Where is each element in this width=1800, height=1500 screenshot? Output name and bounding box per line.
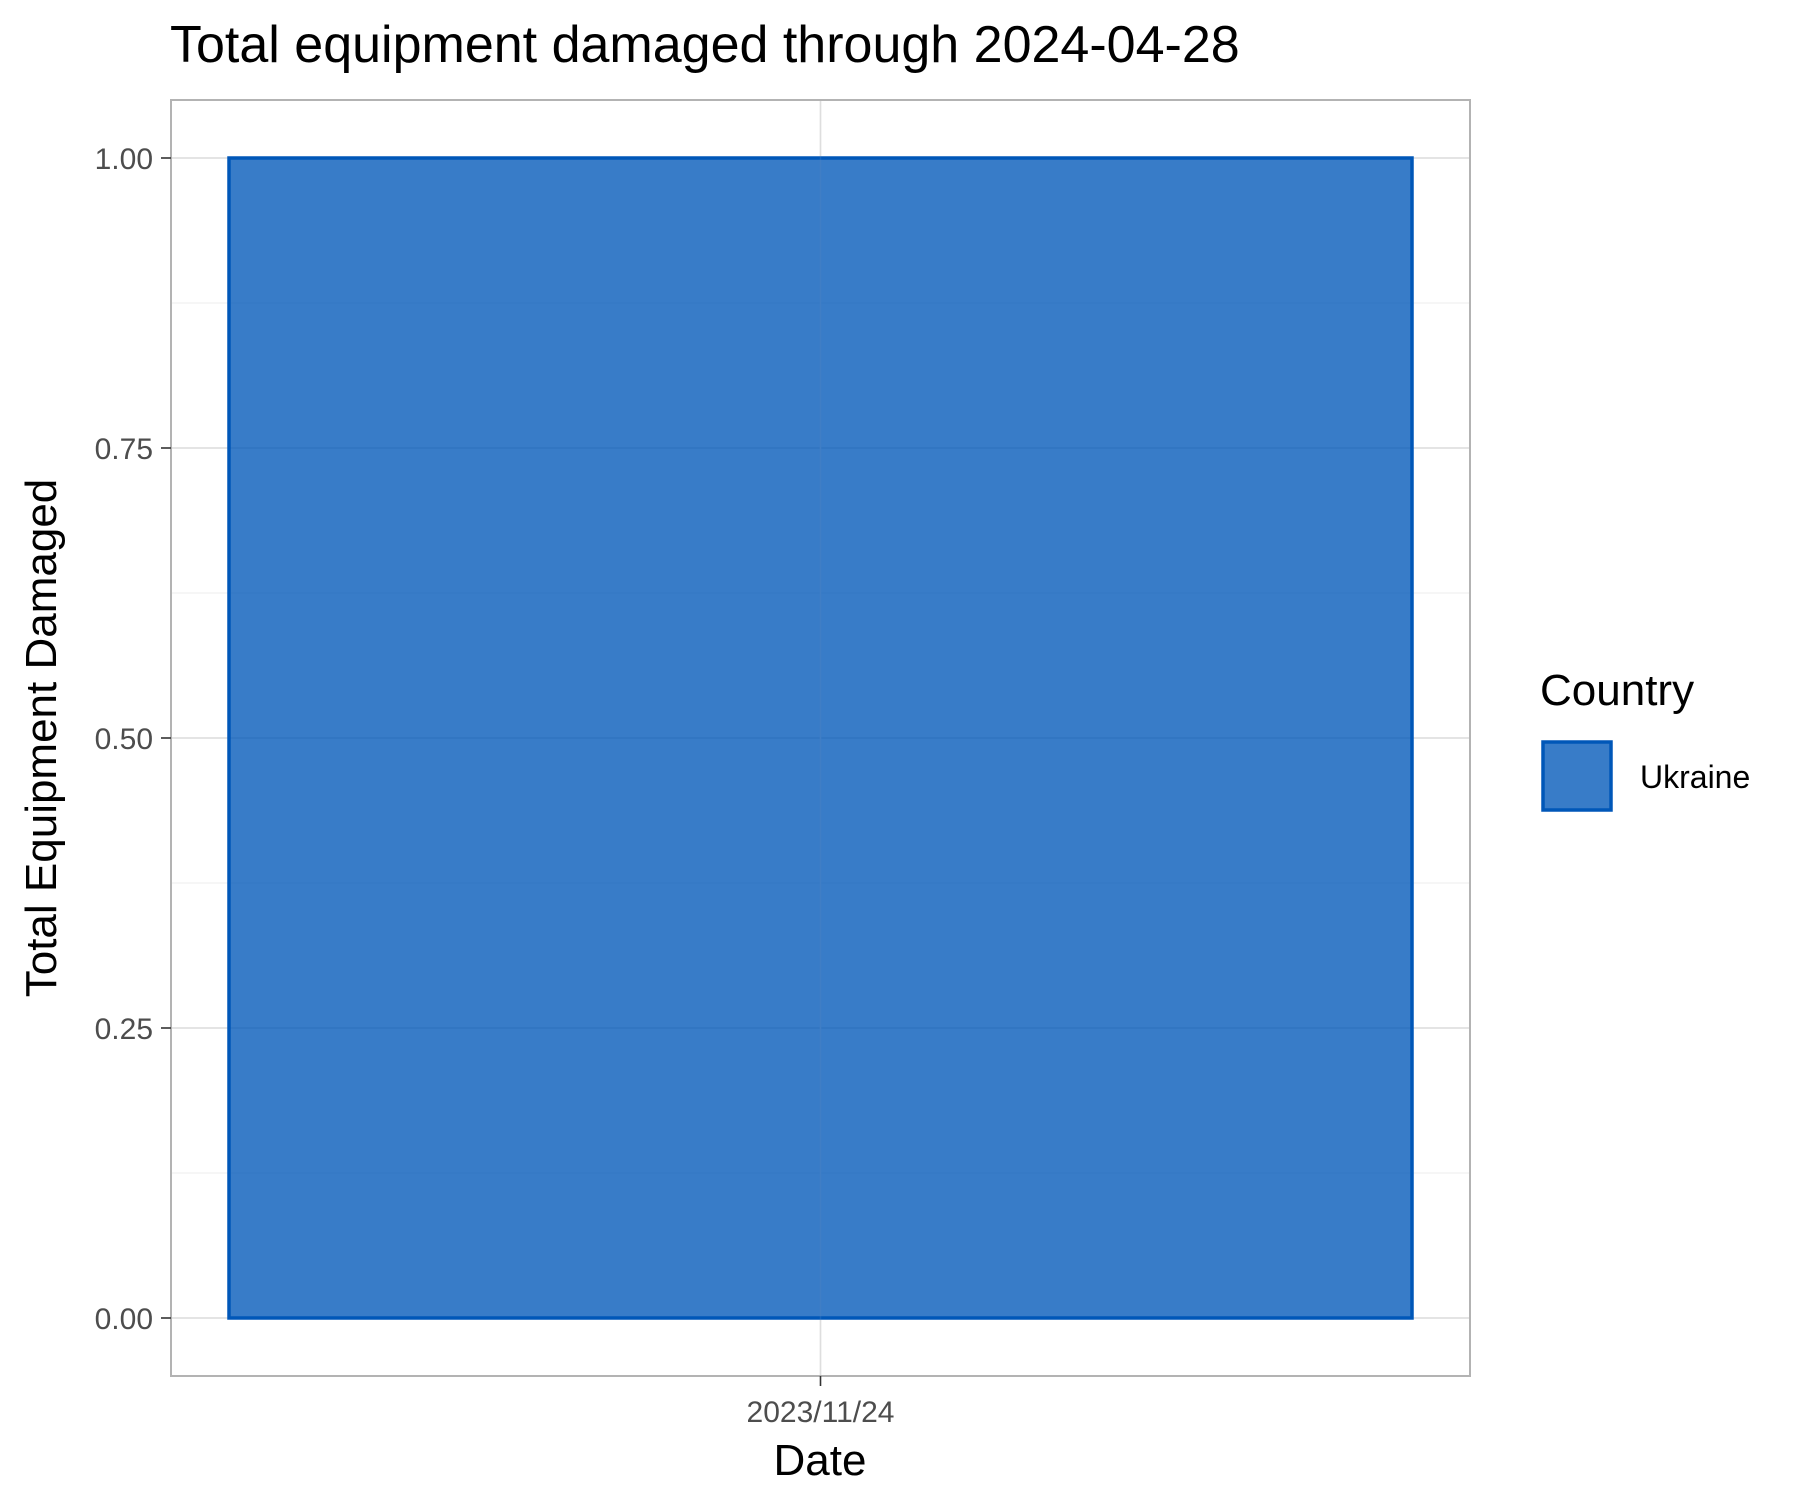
legend: Country Ukraine xyxy=(1540,666,1750,812)
x-tick-label: 2023/11/24 xyxy=(747,1396,895,1429)
legend-title: Country xyxy=(1540,666,1694,715)
y-axis-title: Total Equipment Damaged xyxy=(17,479,66,998)
x-axis: 2023/11/24 xyxy=(747,1376,895,1429)
y-tick-label: 0.50 xyxy=(95,723,153,756)
legend-label: Ukraine xyxy=(1640,759,1750,795)
area-series-ukraine xyxy=(227,156,1414,1320)
y-axis: 0.00 0.25 0.50 0.75 1.00 xyxy=(95,143,171,1336)
y-tick-label: 0.25 xyxy=(95,1013,153,1046)
y-tick-label: 1.00 xyxy=(95,143,153,176)
legend-entries: Ukraine xyxy=(1541,740,1750,812)
plot-area xyxy=(227,100,1414,1376)
chart-title: Total equipment damaged through 2024-04-… xyxy=(170,16,1240,74)
y-tick-label: 0.75 xyxy=(95,433,153,466)
legend-key-ukraine xyxy=(1541,740,1613,812)
y-tick-label: 0.00 xyxy=(95,1303,153,1336)
x-axis-title: Date xyxy=(774,1436,867,1485)
